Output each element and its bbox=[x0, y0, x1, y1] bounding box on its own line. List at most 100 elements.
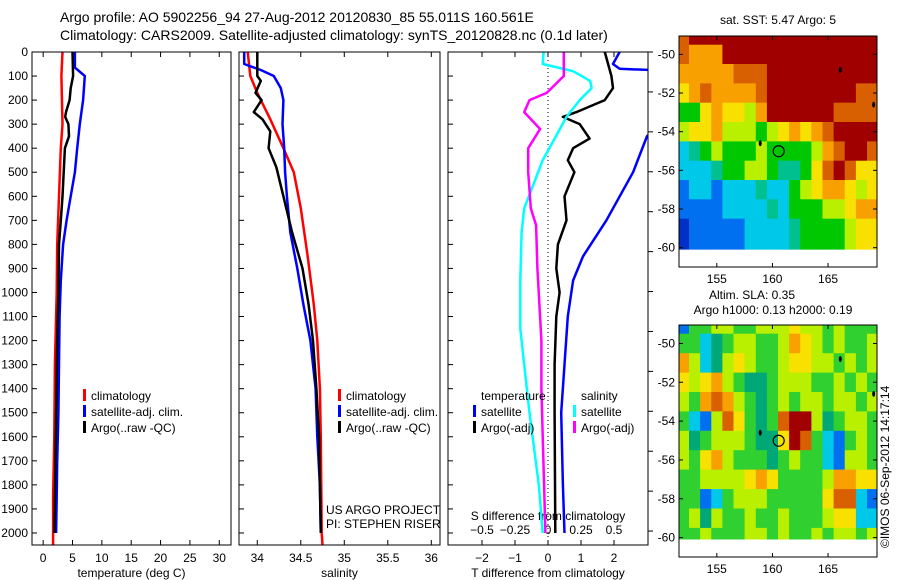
heatmap-cell bbox=[766, 102, 779, 123]
heatmap-cell bbox=[700, 430, 712, 451]
heatmap-cell bbox=[679, 238, 690, 250]
heatmap-cell bbox=[833, 411, 846, 432]
legend-swatch bbox=[338, 405, 341, 417]
series-line-satellite bbox=[519, 52, 593, 534]
heatmap-cell bbox=[833, 102, 846, 123]
heatmap-cell bbox=[867, 450, 877, 471]
heatmap-cell bbox=[766, 122, 779, 142]
heatmap-cell bbox=[722, 122, 734, 142]
heatmap-cell bbox=[766, 83, 779, 104]
heatmap-cell bbox=[679, 489, 690, 509]
map-subtitle: Argo h1000: 0.13 h2000: 0.19 bbox=[694, 303, 853, 317]
heatmap-cell bbox=[700, 141, 712, 162]
heatmap-cell bbox=[722, 372, 734, 393]
heatmap-cell bbox=[766, 199, 779, 220]
heatmap-cell bbox=[744, 199, 757, 220]
heatmap-cell bbox=[844, 44, 857, 65]
heatmap-cell bbox=[722, 508, 734, 529]
heatmap-cell bbox=[811, 450, 823, 471]
heatmap-cell bbox=[733, 489, 746, 509]
heatmap-cell bbox=[700, 36, 712, 46]
heatmap-cell bbox=[679, 180, 690, 200]
heatmap-cell bbox=[689, 180, 701, 200]
heatmap-cell bbox=[789, 44, 801, 65]
heatmap-cell bbox=[679, 411, 690, 432]
heatmap-cell bbox=[700, 392, 712, 412]
heatmap-cell bbox=[811, 372, 823, 393]
heatmap-cell bbox=[733, 122, 746, 142]
heatmap-cell bbox=[833, 218, 846, 239]
heatmap-cell bbox=[711, 508, 723, 529]
other-float-marker bbox=[838, 355, 842, 362]
y-tick-label: 500 bbox=[8, 165, 28, 179]
legend-label: climatology bbox=[346, 389, 406, 403]
heatmap-cell bbox=[733, 44, 746, 65]
legend-label: Argo(..raw -QC) bbox=[346, 421, 431, 435]
heatmap-cell bbox=[833, 489, 846, 509]
heatmap-cell bbox=[744, 64, 757, 84]
heatmap-cell bbox=[778, 36, 790, 46]
heatmap-cell bbox=[679, 325, 690, 335]
heatmap-cell bbox=[855, 353, 868, 374]
heatmap-cell bbox=[800, 122, 812, 142]
heatmap-cell bbox=[679, 36, 690, 46]
heatmap-cell bbox=[811, 160, 823, 181]
heatmap-cell bbox=[822, 64, 835, 84]
heatmap-cell bbox=[744, 180, 757, 200]
heatmap-cell bbox=[844, 489, 857, 509]
heatmap-cell bbox=[679, 353, 690, 374]
x-tick-label: 5 bbox=[69, 551, 76, 565]
heatmap-cell bbox=[679, 141, 690, 162]
heatmap-cell bbox=[700, 64, 712, 84]
heatmap-cell bbox=[700, 218, 712, 239]
heatmap-cell bbox=[744, 430, 757, 451]
heatmap-cell bbox=[733, 411, 746, 432]
heatmap-cell bbox=[844, 325, 857, 335]
heatmap-cell bbox=[722, 180, 734, 200]
heatmap-cell bbox=[811, 102, 823, 123]
heatmap-cell bbox=[700, 238, 712, 250]
heatmap-cell bbox=[755, 64, 768, 84]
heatmap-cell bbox=[833, 392, 846, 412]
heatmap-cell bbox=[844, 333, 857, 354]
heatmap-cell bbox=[855, 325, 868, 335]
legend-swatch bbox=[473, 405, 476, 417]
heatmap-cell bbox=[744, 353, 757, 374]
heatmap-cell bbox=[766, 489, 779, 509]
heatmap-cell bbox=[755, 102, 768, 123]
heatmap-cell bbox=[800, 372, 812, 393]
heatmap-cell bbox=[855, 430, 868, 451]
heatmap-cell bbox=[811, 122, 823, 142]
series-line-satellite-adj-clim- bbox=[54, 52, 87, 534]
heatmap-cell bbox=[689, 527, 701, 540]
heatmap-cell bbox=[844, 411, 857, 432]
heatmap-cell bbox=[855, 122, 868, 142]
heatmap-cell bbox=[833, 469, 846, 490]
heatmap-cell bbox=[789, 122, 801, 142]
heatmap-cell bbox=[800, 430, 812, 451]
heatmap-cell bbox=[766, 180, 779, 200]
heatmap-cell bbox=[833, 450, 846, 471]
heatmap-cell bbox=[789, 392, 801, 412]
heatmap-cell bbox=[700, 325, 712, 335]
heatmap-cell bbox=[744, 44, 757, 65]
heatmap-cell bbox=[755, 160, 768, 181]
heatmap-cell bbox=[733, 199, 746, 220]
heatmap-cell bbox=[733, 238, 746, 250]
heatmap-cell bbox=[867, 238, 877, 250]
heatmap-cell bbox=[833, 372, 846, 393]
series-line-satellite-adj-clim- bbox=[242, 52, 323, 534]
heatmap-cell bbox=[722, 430, 734, 451]
heatmap-cell bbox=[711, 392, 723, 412]
heatmap-cell bbox=[766, 411, 779, 432]
heatmap-cell bbox=[711, 430, 723, 451]
project-annotation: PI: STEPHEN RISER bbox=[326, 517, 441, 531]
heatmap-cell bbox=[733, 325, 746, 335]
y-tick-label: 800 bbox=[8, 237, 28, 251]
x-tick-label: 34 bbox=[251, 551, 265, 565]
heatmap-cell bbox=[711, 238, 723, 250]
heatmap-cell bbox=[755, 44, 768, 65]
heatmap-cell bbox=[822, 333, 835, 354]
heatmap-cell bbox=[855, 469, 868, 490]
heatmap-cell bbox=[733, 36, 746, 46]
